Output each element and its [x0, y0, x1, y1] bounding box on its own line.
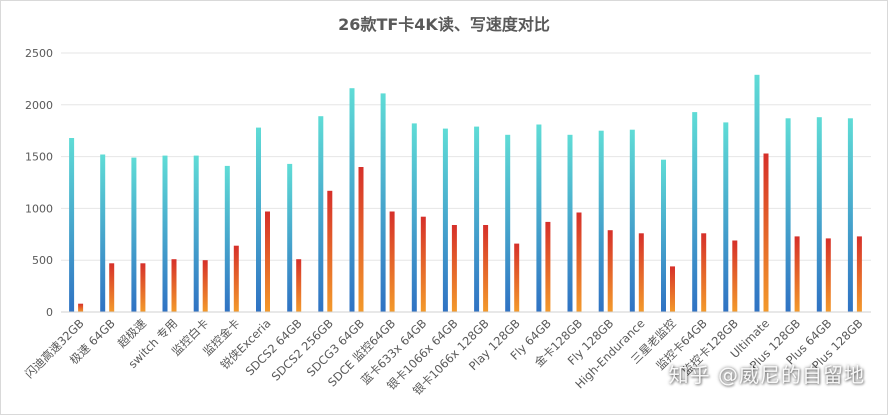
- bar-read: [162, 155, 168, 312]
- bar-write: [78, 303, 84, 312]
- bar-read: [474, 126, 480, 312]
- bar-write: [327, 190, 333, 312]
- bar-read: [816, 117, 822, 312]
- bar-write: [265, 211, 270, 312]
- bar-read: [567, 134, 573, 312]
- bar-read: [193, 155, 199, 312]
- bar-read: [505, 134, 511, 312]
- bar-write: [607, 230, 613, 312]
- y-tick-label: 500: [32, 254, 53, 267]
- y-tick-label: 2000: [25, 99, 53, 112]
- bar-read: [69, 138, 75, 312]
- bar-write: [763, 153, 769, 312]
- bar-write: [576, 212, 582, 312]
- bar-write: [701, 233, 707, 312]
- bar-write: [732, 240, 738, 312]
- bar-read: [256, 127, 261, 312]
- bar-write: [451, 225, 457, 312]
- bar-read: [536, 124, 542, 312]
- bar-write: [638, 233, 644, 312]
- y-tick-label: 1000: [25, 202, 53, 215]
- y-tick-label: 1500: [25, 151, 53, 164]
- bar-write: [545, 221, 551, 312]
- y-tick-label: 2500: [25, 47, 53, 60]
- bar-read: [349, 88, 355, 312]
- bar-write: [514, 243, 520, 312]
- bar-write: [202, 260, 208, 312]
- bar-read: [754, 74, 760, 312]
- bar-write: [358, 167, 364, 312]
- bar-read: [661, 159, 666, 312]
- watermark: 知乎 @威尼的自留地: [668, 363, 865, 387]
- bar-read: [692, 112, 698, 312]
- bar-read: [785, 118, 791, 312]
- bar-write: [296, 259, 302, 312]
- bar-read: [318, 116, 324, 312]
- bar-read: [380, 93, 386, 313]
- bar-read: [224, 165, 230, 312]
- bar-write: [140, 263, 146, 312]
- bar-read: [629, 129, 635, 312]
- bar-write: [483, 225, 489, 312]
- bar-write: [109, 263, 115, 312]
- bar-read: [411, 123, 417, 313]
- bar-write: [670, 266, 675, 312]
- bar-write: [856, 236, 862, 312]
- bar-read: [287, 163, 293, 312]
- y-tick-label: 0: [46, 306, 53, 319]
- bar-read: [723, 122, 729, 313]
- chart-title: 26款TF卡4K读、写速度对比: [338, 15, 550, 34]
- bar-write: [233, 245, 239, 312]
- bar-read: [131, 157, 137, 312]
- bar-write: [420, 216, 426, 312]
- bar-write: [389, 211, 395, 312]
- bar-read: [100, 154, 106, 312]
- bar-write: [825, 238, 831, 312]
- bar-read: [598, 130, 604, 312]
- bar-read: [847, 118, 853, 312]
- bar-write: [171, 259, 177, 312]
- bar-write: [794, 236, 800, 312]
- bar-read: [442, 128, 448, 312]
